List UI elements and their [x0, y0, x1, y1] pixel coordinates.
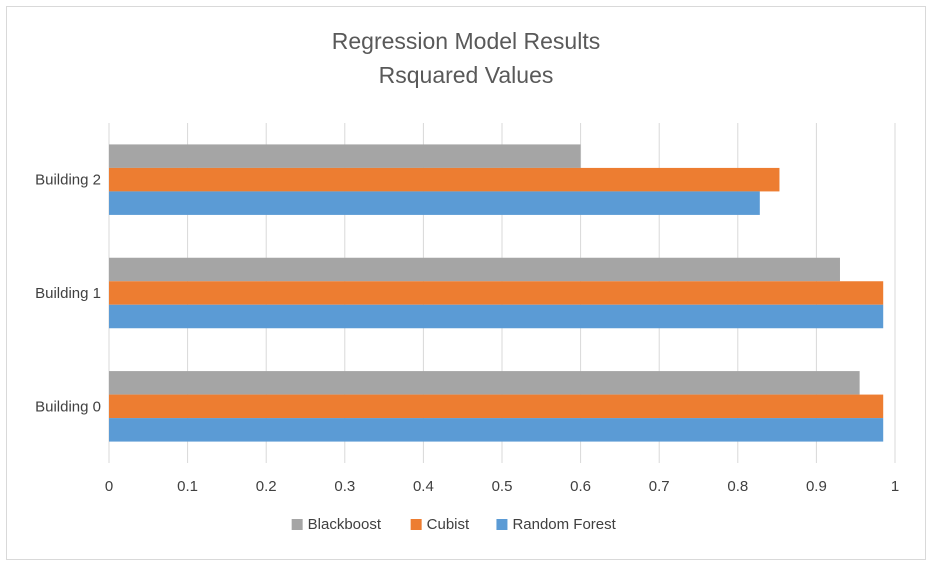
bar-cubist	[109, 394, 884, 419]
x-tick-label: 0.9	[806, 478, 827, 495]
y-category-label: Building 1	[35, 285, 101, 302]
bar-blackboost	[109, 257, 840, 282]
x-tick-label: 0.6	[570, 478, 591, 495]
chart-title-line-2: Rsquared Values	[379, 62, 554, 88]
bar-random-forest	[109, 418, 884, 442]
x-tick-label: 0.4	[413, 478, 434, 495]
x-tick-label: 0.3	[334, 478, 355, 495]
x-tick-label: 0	[105, 478, 113, 495]
x-tick-label: 0.1	[177, 478, 198, 495]
legend-swatch	[291, 519, 303, 530]
bar-blackboost	[109, 144, 581, 168]
legend-label: Cubist	[427, 516, 470, 533]
legend-swatch	[410, 519, 422, 530]
bars	[109, 144, 884, 442]
x-tick-label: 1	[891, 478, 899, 495]
chart-area: 0 0.1 0.2 0.3 0.4 0.5 0.6 0.7 0.8 0.9 1 Building 0…	[6, 6, 926, 560]
legend-swatch	[496, 519, 508, 530]
bar-cubist	[109, 167, 780, 192]
y-category-label: Building 2	[35, 172, 101, 189]
x-tick-label: 0.5	[492, 478, 513, 495]
x-axis-ticks: 0 0.1 0.2 0.3 0.4 0.5 0.6 0.7 0.8 0.9 1	[105, 478, 899, 495]
legend-label: Blackboost	[308, 516, 382, 533]
bar-chart: 0 0.1 0.2 0.3 0.4 0.5 0.6 0.7 0.8 0.9 1 Building 0…	[35, 28, 899, 533]
y-category-label: Building 0	[35, 398, 101, 415]
bar-blackboost	[109, 371, 860, 395]
bar-random-forest	[109, 304, 884, 329]
legend-label: Random Forest	[512, 516, 616, 533]
x-tick-label: 0.7	[649, 478, 670, 495]
chart-title-line-1: Regression Model Results	[332, 28, 600, 54]
y-axis-categories: Building 0 Building 1 Building 2	[35, 172, 101, 416]
bar-cubist	[109, 281, 884, 305]
x-tick-label: 0.2	[256, 478, 277, 495]
legend: Blackboost Cubist Random Forest	[291, 516, 617, 533]
bar-random-forest	[109, 191, 760, 215]
x-tick-label: 0.8	[727, 478, 748, 495]
